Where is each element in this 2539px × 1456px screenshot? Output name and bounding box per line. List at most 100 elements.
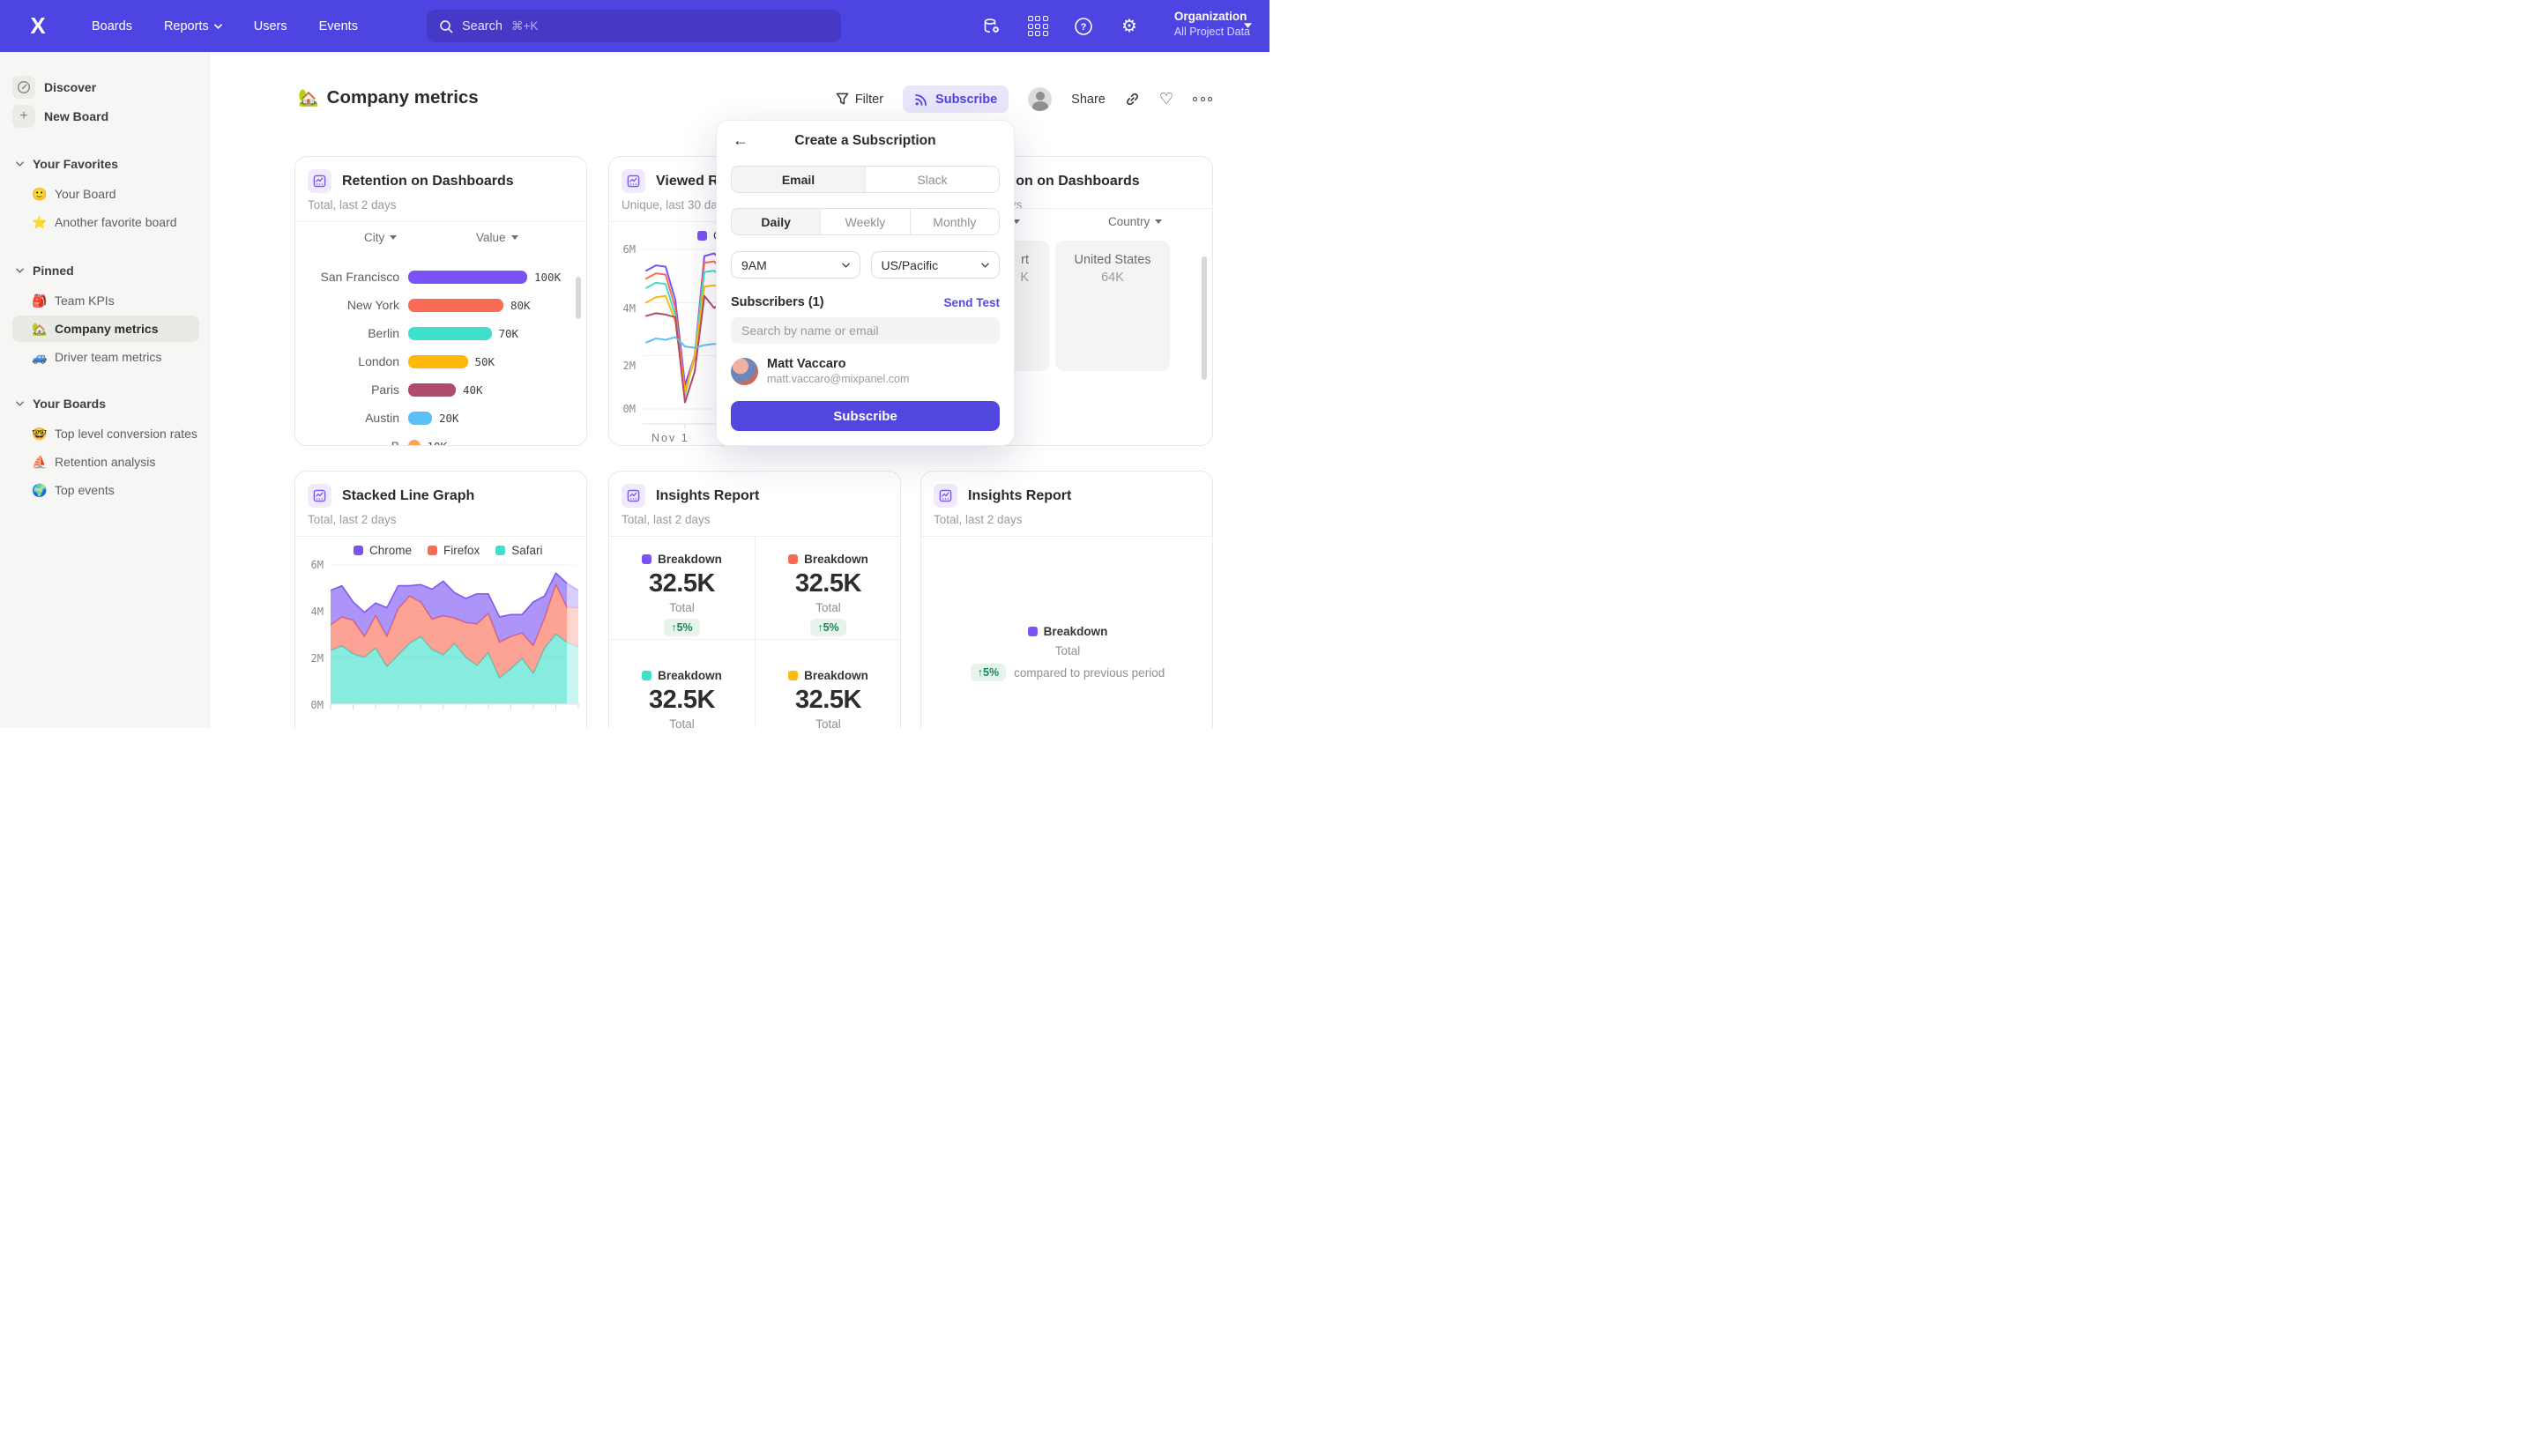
legend-item-firefox[interactable]: Firefox [428, 544, 480, 557]
column-header-value[interactable]: Value [476, 231, 518, 244]
sidebar-item-company-metrics[interactable]: 🏡 Company metrics [12, 316, 199, 342]
chevron-down-icon [16, 401, 24, 406]
bar-row-new-york: New York 80K [346, 298, 531, 312]
house-emoji-icon: 🏡 [32, 321, 48, 336]
subscribe-button[interactable]: Subscribe [903, 85, 1009, 113]
user-avatar[interactable] [1028, 87, 1053, 111]
mixpanel-logo-icon[interactable]: X [30, 12, 46, 39]
card-subtitle: Total, last 2 days [934, 513, 1023, 526]
sidebar-item-retention-analysis[interactable]: ⛵ Retention analysis [32, 454, 156, 470]
sidebar-item-team-kpis[interactable]: 🎒 Team KPIs [32, 293, 115, 308]
more-options-icon[interactable] [1193, 97, 1212, 101]
nav-item-boards[interactable]: Boards [92, 19, 132, 33]
settings-gear-icon[interactable]: ⚙ [1121, 17, 1137, 36]
legend-item-safari[interactable]: Safari [495, 544, 543, 557]
sidebar-item-another-favorite-board[interactable]: ⭐ Another favorite board [32, 214, 177, 230]
subscriber-search-field[interactable] [731, 317, 1000, 344]
kpi-legend: Breakdown [642, 669, 722, 682]
bar-row-austin: Austin 20K [365, 411, 459, 425]
series-color-icon [788, 554, 799, 564]
subscribe-submit-button[interactable]: Subscribe [731, 401, 1000, 431]
country-tile-united-states[interactable]: United States 64K [1055, 241, 1170, 371]
timezone-select[interactable]: US/Pacific [870, 251, 1000, 279]
sidebar-item-top-events[interactable]: 🌍 Top events [32, 482, 115, 498]
time-select[interactable]: 9AM [731, 251, 860, 279]
top-icon-group: ? ⚙ [982, 0, 1139, 52]
subscriber-row[interactable]: Matt Vaccaro matt.vaccaro@mixpanel.com [731, 357, 1000, 386]
tab-monthly[interactable]: Monthly [910, 209, 999, 234]
rss-subscribe-icon [915, 93, 927, 106]
apps-grid-icon[interactable] [1027, 16, 1048, 36]
chevron-down-icon [1244, 23, 1252, 28]
tab-slack[interactable]: Slack [866, 167, 999, 192]
help-icon[interactable]: ? [1074, 17, 1093, 36]
card-title: Stacked Line Graph [342, 487, 475, 503]
svg-text:?: ? [1081, 22, 1087, 33]
scrollbar-thumb[interactable] [1202, 256, 1207, 380]
sidebar-item-driver-team-metrics[interactable]: 🚙 Driver team metrics [32, 349, 162, 365]
sort-caret-icon [390, 235, 398, 240]
sidebar-item-top-level-conversion-rates[interactable]: 🤓 Top level conversion rates [32, 426, 197, 442]
plus-icon: + [12, 105, 35, 128]
sidebar-section-your-favorites[interactable]: Your Favorites [16, 157, 118, 171]
org-switcher[interactable]: Organization All Project Data [1173, 9, 1252, 39]
search-icon [440, 19, 453, 33]
card-subtitle: Total, last 2 days [308, 513, 397, 526]
sort-caret-icon [510, 235, 518, 240]
org-name: Organization [1173, 10, 1247, 23]
sidebar-item-new-board[interactable]: + New Board [12, 105, 108, 128]
card-subtitle: Unique, last 30 da [622, 198, 718, 212]
chevron-down-icon [16, 268, 24, 273]
nav-item-reports[interactable]: Reports [164, 19, 222, 33]
send-test-link[interactable]: Send Test [943, 295, 1000, 309]
backpack-emoji-icon: 🎒 [32, 293, 48, 308]
card-insights-report-grid: Insights Report Total, last 2 days Break… [608, 471, 901, 728]
sidebar-section-pinned[interactable]: Pinned [16, 264, 74, 278]
kpi-sub: Total [1054, 644, 1081, 657]
favorite-heart-icon[interactable]: ♡ [1158, 90, 1173, 108]
star-emoji-icon: ⭐ [32, 214, 48, 229]
page-title: Company metrics [326, 87, 479, 108]
kpi-sub: Total [669, 601, 695, 614]
report-chart-icon [934, 484, 957, 508]
globe-emoji-icon: 🌍 [32, 482, 48, 497]
column-header-city[interactable]: City [364, 231, 398, 244]
main-content: 🏡 Company metrics Filter Subscribe Share [210, 52, 1270, 728]
card-title: Retention on Dashboards [342, 173, 514, 189]
tab-email[interactable]: Email [732, 167, 866, 192]
nav-item-users[interactable]: Users [253, 19, 287, 33]
kpi-sub: Total [669, 717, 695, 728]
delta-badge: ↑5% [970, 664, 1007, 681]
kpi-sub: Total [815, 717, 841, 728]
card-subtitle: Total, last 2 days [308, 198, 397, 212]
global-search-input[interactable]: Search ⌘+K [427, 10, 841, 42]
subscriber-avatar [731, 358, 758, 385]
x-tick-label: Nov 1 [652, 432, 689, 444]
org-project: All Project Data [1173, 26, 1250, 38]
sidebar-item-your-board[interactable]: 🙂 Your Board [32, 186, 116, 202]
kpi-value: 32.5K [795, 686, 861, 714]
stacked-area-chart [330, 563, 579, 709]
card-insights-report-summary: Insights Report Total, last 2 days Break… [920, 471, 1213, 728]
column-header-country[interactable]: Country [1108, 215, 1163, 228]
subscriber-email: matt.vaccaro@mixpanel.com [767, 373, 910, 385]
search-placeholder: Search [462, 19, 503, 33]
subscriber-search-input[interactable] [741, 323, 989, 338]
back-arrow-icon[interactable]: ← [733, 131, 748, 149]
tab-daily[interactable]: Daily [732, 209, 822, 234]
filter-button[interactable]: Filter [836, 93, 883, 107]
delta-note: compared to previous period [1014, 665, 1165, 680]
nav-item-events[interactable]: Events [318, 19, 358, 33]
delta-badge: ↑5% [664, 619, 700, 636]
share-button[interactable]: Share [1071, 92, 1106, 107]
tab-weekly[interactable]: Weekly [821, 209, 911, 234]
create-subscription-modal: ← Create a Subscription Email Slack Dail… [716, 120, 1015, 446]
sidebar-section-your-boards[interactable]: Your Boards [16, 397, 106, 411]
sidebar-item-discover[interactable]: Discover [12, 76, 96, 99]
chart-legend: Chrome Firefox Safari [354, 544, 543, 557]
legend-item-chrome[interactable]: Chrome [354, 544, 412, 557]
card-title: Viewed Re [656, 173, 726, 189]
data-management-icon[interactable] [982, 17, 1001, 36]
copy-link-icon[interactable] [1125, 92, 1140, 107]
scrollbar-thumb[interactable] [576, 277, 581, 319]
